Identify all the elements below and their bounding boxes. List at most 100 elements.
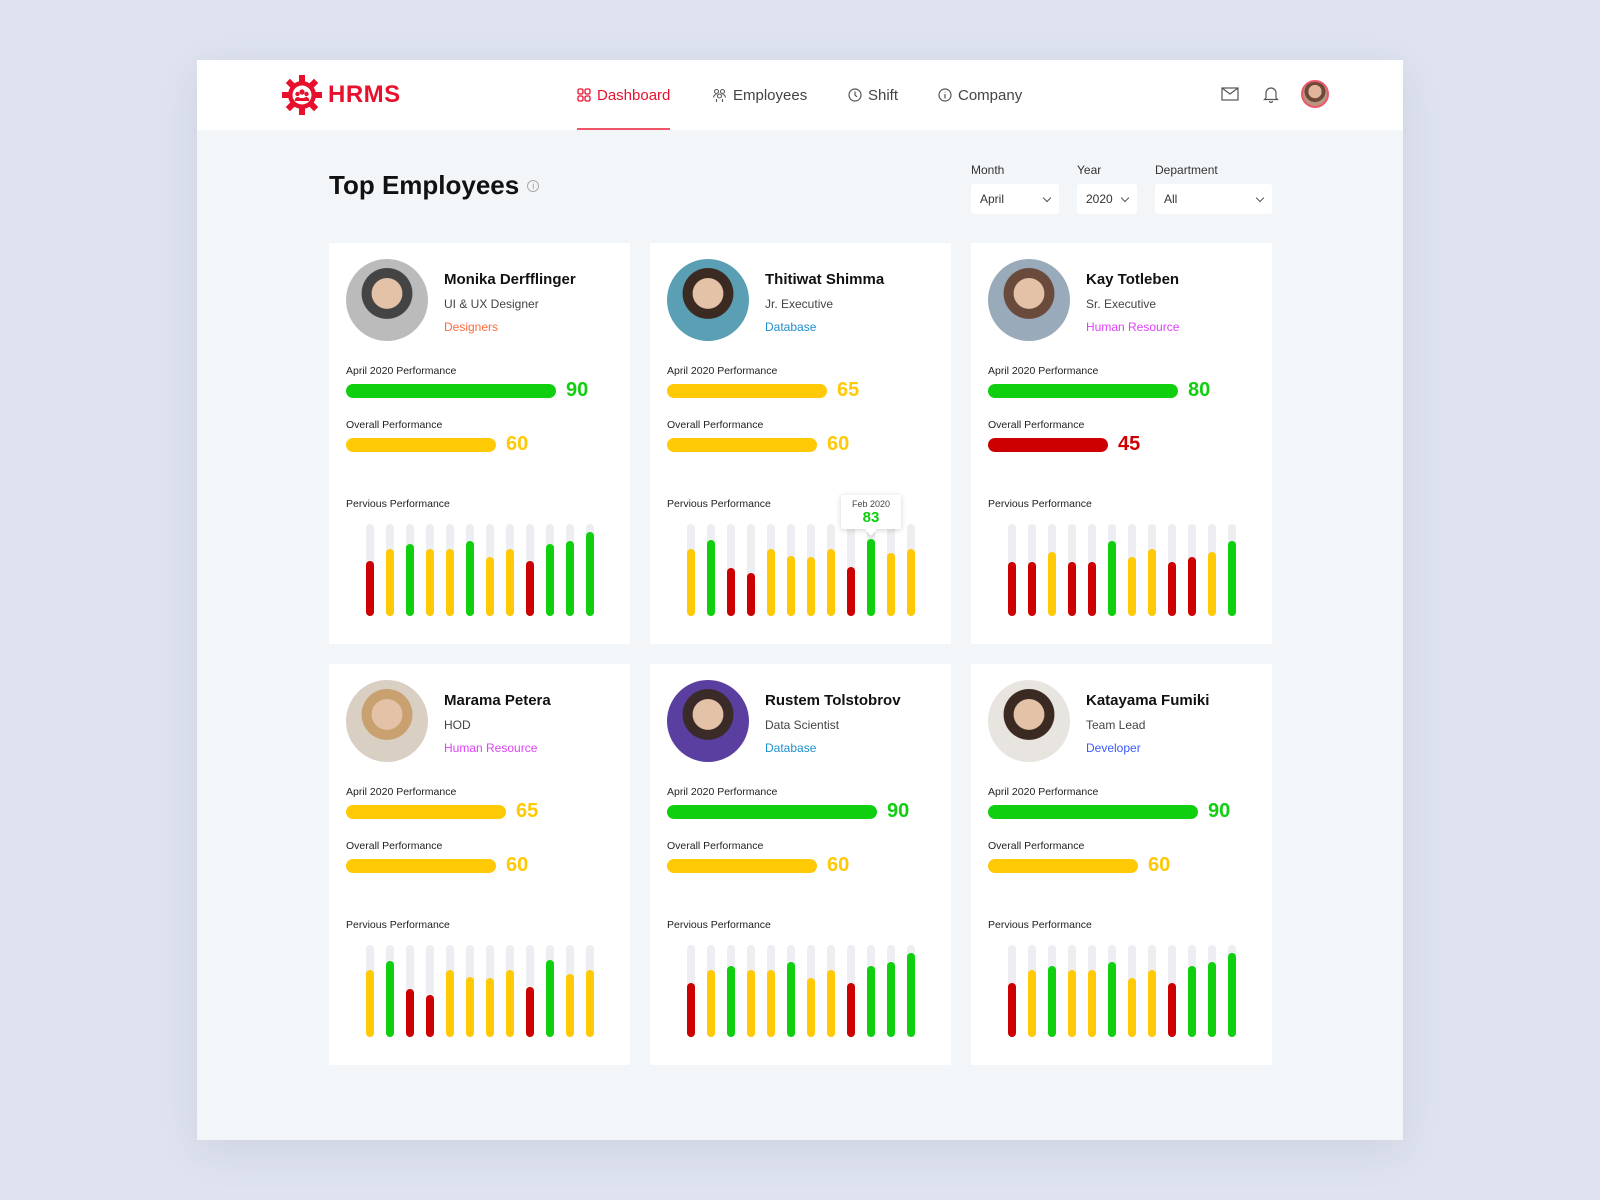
history-bar-track[interactable] <box>426 524 434 616</box>
user-avatar[interactable] <box>1301 80 1329 108</box>
employee-card[interactable]: Marama Petera HOD Human Resource April 2020… <box>329 664 630 1065</box>
history-bar-track[interactable] <box>747 524 755 616</box>
year-select[interactable]: 2020 <box>1077 184 1137 214</box>
employee-card[interactable]: Rustem Tolstobrov Data Scientist Database A… <box>650 664 951 1065</box>
history-bar-track[interactable] <box>1188 524 1196 616</box>
history-bar-track[interactable] <box>867 524 875 616</box>
history-bar-track[interactable] <box>426 945 434 1037</box>
history-bar-track[interactable] <box>707 945 715 1037</box>
history-bar-track[interactable] <box>386 524 394 616</box>
nav-dashboard[interactable]: Dashboard <box>577 60 671 130</box>
history-bar-track[interactable] <box>1048 524 1056 616</box>
history-bar-track[interactable] <box>827 524 835 616</box>
history-bar-track[interactable] <box>1188 945 1196 1037</box>
history-bar-track[interactable] <box>546 524 554 616</box>
history-bar-track[interactable] <box>486 945 494 1037</box>
history-bar-track[interactable] <box>446 524 454 616</box>
history-bar-track[interactable] <box>1208 524 1216 616</box>
history-bar-track[interactable] <box>767 524 775 616</box>
employee-name[interactable]: Thitiwat Shimma <box>765 271 885 288</box>
history-bar-track[interactable] <box>1068 524 1076 616</box>
history-bar-track[interactable] <box>827 945 835 1037</box>
employee-card[interactable]: Katayama Fumiki Team Lead Developer April 2… <box>971 664 1272 1065</box>
history-bar-track[interactable] <box>1168 945 1176 1037</box>
history-bar-track[interactable] <box>727 945 735 1037</box>
history-bar-track[interactable] <box>466 945 474 1037</box>
history-bar-track[interactable] <box>1028 945 1036 1037</box>
history-bar-track[interactable] <box>466 524 474 616</box>
history-bar-track[interactable] <box>1088 524 1096 616</box>
history-bar-track[interactable] <box>586 524 594 616</box>
history-bar-track[interactable] <box>506 524 514 616</box>
history-bar-track[interactable] <box>707 524 715 616</box>
history-bar-track[interactable] <box>1128 524 1136 616</box>
history-bar-track[interactable] <box>446 945 454 1037</box>
month-select[interactable]: April <box>971 184 1059 214</box>
nav-employees[interactable]: Employees <box>712 60 807 130</box>
history-bar-track[interactable] <box>1048 945 1056 1037</box>
history-bar-track[interactable] <box>486 524 494 616</box>
history-bar <box>1148 969 1156 1037</box>
history-bar-track[interactable] <box>566 945 574 1037</box>
history-bar-track[interactable] <box>406 945 414 1037</box>
history-bar-track[interactable] <box>1028 524 1036 616</box>
history-bar-track[interactable] <box>1088 945 1096 1037</box>
history-bar-track[interactable] <box>767 945 775 1037</box>
history-bar-track[interactable] <box>687 524 695 616</box>
employee-name[interactable]: Kay Totleben <box>1086 271 1180 288</box>
employee-name[interactable]: Rustem Tolstobrov <box>765 692 901 709</box>
history-bar-track[interactable] <box>787 945 795 1037</box>
history-bar-track[interactable] <box>406 524 414 616</box>
history-bar-track[interactable] <box>366 524 374 616</box>
history-bar-track[interactable] <box>526 524 534 616</box>
history-bar-track[interactable] <box>506 945 514 1037</box>
history-bar-track[interactable] <box>386 945 394 1037</box>
history-bar-track[interactable] <box>1148 524 1156 616</box>
history-bar-track[interactable] <box>586 945 594 1037</box>
history-bar-track[interactable] <box>1208 945 1216 1037</box>
history-bar <box>1188 557 1196 616</box>
employee-card[interactable]: Monika Derfflinger UI & UX Designer Design… <box>329 243 630 644</box>
history-bar-track[interactable] <box>1128 945 1136 1037</box>
history-bar <box>887 961 895 1037</box>
chevron-down-icon <box>1120 193 1130 202</box>
history-bar-track[interactable] <box>1108 524 1116 616</box>
employee-name[interactable]: Katayama Fumiki <box>1086 692 1210 709</box>
history-bar-track[interactable] <box>1168 524 1176 616</box>
info-icon[interactable]: i <box>527 179 540 192</box>
history-bar-track[interactable] <box>847 524 855 616</box>
history-bar-track[interactable] <box>1228 524 1236 616</box>
history-bar-track[interactable] <box>847 945 855 1037</box>
nav-shift[interactable]: Shift <box>848 60 898 130</box>
history-bar-track[interactable] <box>1008 524 1016 616</box>
history-bar-track[interactable] <box>807 524 815 616</box>
history-bar-track[interactable] <box>867 945 875 1037</box>
history-bar-track[interactable] <box>907 524 915 616</box>
history-bar-track[interactable] <box>887 524 895 616</box>
history-bar-track[interactable] <box>687 945 695 1037</box>
employee-card[interactable]: Thitiwat Shimma Jr. Executive Database Apri… <box>650 243 951 644</box>
history-bar-track[interactable] <box>1008 945 1016 1037</box>
nav-company[interactable]: Company <box>938 60 1022 130</box>
history-bar-track[interactable] <box>1228 945 1236 1037</box>
employee-card[interactable]: Kay Totleben Sr. Executive Human Resource A… <box>971 243 1272 644</box>
history-bar-track[interactable] <box>747 945 755 1037</box>
history-bar-track[interactable] <box>546 945 554 1037</box>
history-bar-track[interactable] <box>787 524 795 616</box>
history-bar-track[interactable] <box>1108 945 1116 1037</box>
mail-icon[interactable] <box>1221 87 1239 101</box>
history-bar-track[interactable] <box>526 945 534 1037</box>
history-bar-track[interactable] <box>1148 945 1156 1037</box>
history-bar-track[interactable] <box>727 524 735 616</box>
employee-name[interactable]: Marama Petera <box>444 692 551 709</box>
history-bar-track[interactable] <box>807 945 815 1037</box>
history-bar-track[interactable] <box>566 524 574 616</box>
bell-icon[interactable] <box>1263 85 1279 103</box>
logo[interactable]: HRMS <box>282 75 401 115</box>
history-bar-track[interactable] <box>366 945 374 1037</box>
history-bar-track[interactable] <box>907 945 915 1037</box>
department-select[interactable]: All <box>1155 184 1272 214</box>
history-bar-track[interactable] <box>1068 945 1076 1037</box>
employee-name[interactable]: Monika Derfflinger <box>444 271 576 288</box>
history-bar-track[interactable] <box>887 945 895 1037</box>
